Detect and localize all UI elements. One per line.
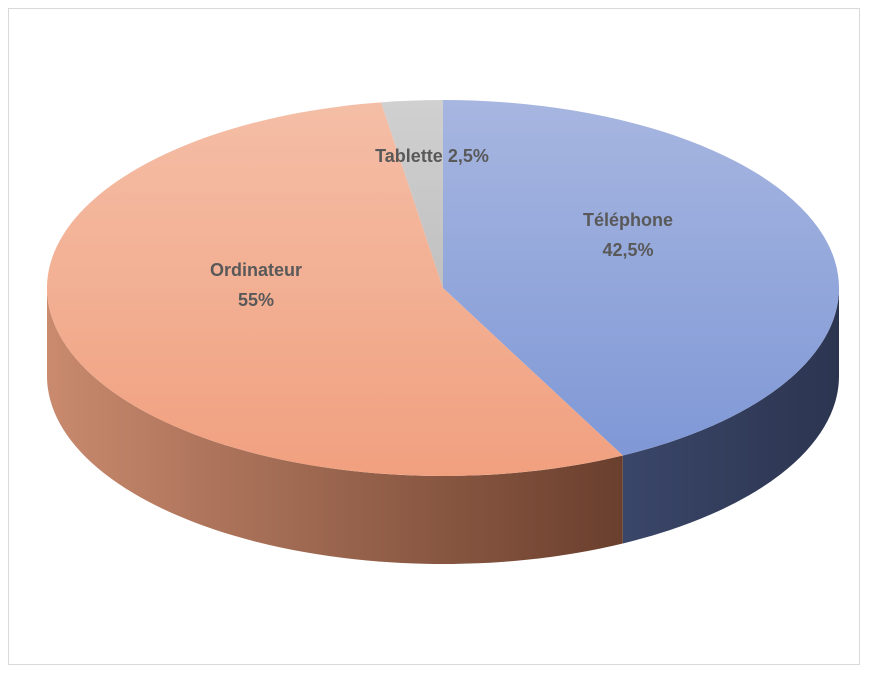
slice-side-telephone xyxy=(622,288,839,544)
data-label-ordinateur: Ordinateur 55% xyxy=(210,260,302,310)
data-label-tablette: Tablette 2,5% xyxy=(375,146,489,166)
slice-telephone xyxy=(443,100,839,456)
slice-ordinateur xyxy=(46,102,623,477)
data-label-telephone: Téléphone 42,5% xyxy=(583,210,673,260)
slice-tablette xyxy=(381,100,443,288)
slice-side-ordinateur xyxy=(47,288,623,564)
